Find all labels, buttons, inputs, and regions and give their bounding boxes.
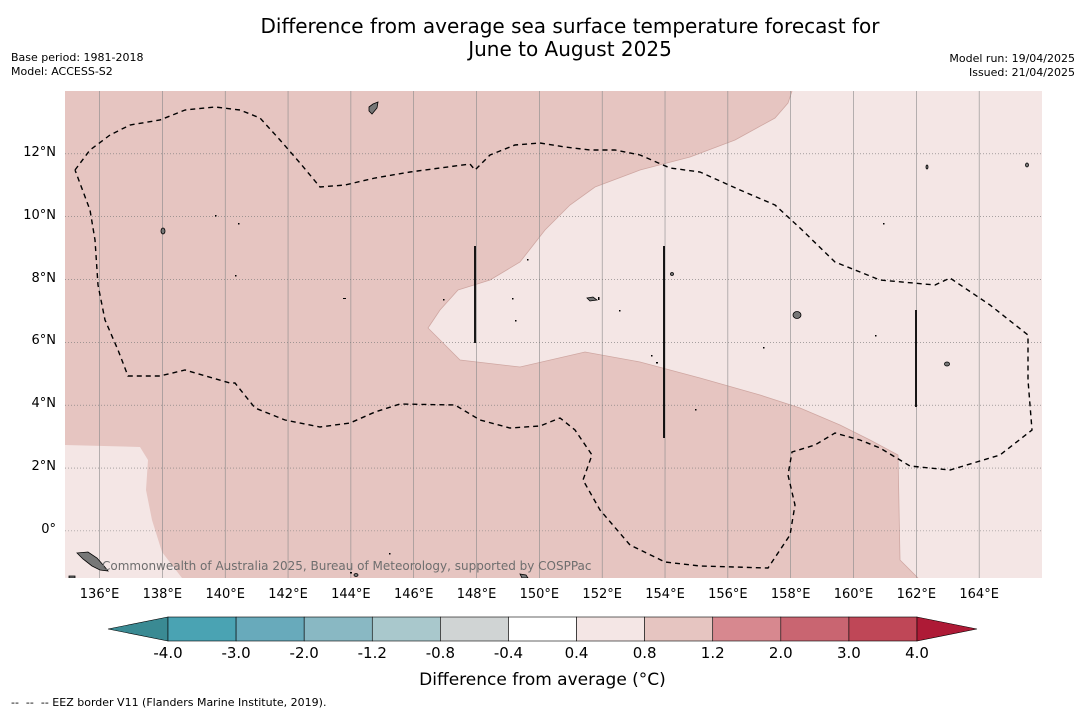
latitude-label: 4°N [31, 396, 57, 412]
base-period: Base period: 1981-2018 [11, 51, 144, 64]
colorbar-title: Difference from average (°C) [419, 670, 666, 690]
colorbar-segment [440, 616, 509, 642]
longitude-label: 146°E [393, 587, 434, 602]
longitude-label: 138°E [142, 587, 183, 602]
colorbar-segment [712, 616, 782, 642]
colorbar-segment [303, 616, 373, 642]
longitude-label: 150°E [519, 587, 560, 602]
longitude-label: 160°E [833, 587, 874, 602]
model-run: Model run: 19/04/2025 [949, 52, 1075, 65]
colorbar-segment [780, 616, 850, 642]
colorbar-tick: -0.4 [493, 644, 524, 662]
longitude-label: 144°E [331, 587, 371, 602]
model-name: Model: ACCESS-S2 [11, 65, 113, 78]
colorbar-segment [235, 616, 305, 642]
colorbar-segment [644, 616, 714, 642]
longitude-label: 140°E [205, 587, 245, 602]
colorbar-tick: 0.4 [564, 644, 589, 662]
colorbar-tick: -3.0 [221, 644, 251, 662]
meridian-markers [474, 246, 917, 438]
colorbar [107, 616, 978, 642]
latitude-label: 6°N [31, 333, 57, 349]
chart-title-line2: June to August 2025 [468, 37, 672, 61]
colorbar-tick: 4.0 [905, 644, 929, 662]
colorbar-tick: -1.2 [357, 644, 387, 662]
colorbar-segment [371, 616, 441, 642]
map-copyright: Commonwealth of Australia 2025, Bureau o… [102, 559, 592, 573]
longitude-label: 136°E [79, 587, 120, 602]
chart-title-line1: Difference from average sea surface temp… [260, 14, 880, 38]
longitude-label: 154°E [645, 587, 685, 602]
colorbar-segment [576, 616, 645, 642]
anomaly-region-0.4-0.8-east [428, 91, 1042, 578]
longitude-label: 162°E [896, 587, 937, 602]
colorbar-tick: -4.0 [153, 644, 183, 662]
issued-date: Issued: 21/04/2025 [968, 66, 1075, 79]
colorbar-segment [508, 616, 577, 642]
latitude-label: 0° [41, 521, 56, 537]
colorbar-tick: 0.8 [632, 644, 657, 662]
tiny-islets [215, 215, 885, 574]
colorbar-tick: -0.8 [425, 644, 455, 662]
map-latitude-lines [65, 153, 1042, 532]
colorbar-segment [167, 616, 237, 642]
colorbar-max-extension [916, 616, 978, 642]
longitude-label: 164°E [959, 587, 999, 602]
latitude-label: 2°N [31, 459, 57, 475]
latitude-label: 12°N [23, 144, 56, 160]
longitude-label: 156°E [708, 587, 748, 602]
colorbar-min-extension [107, 616, 169, 642]
colorbar-tick: 1.2 [700, 644, 725, 662]
map-plot-area: Commonwealth of Australia 2025, Bureau o… [65, 91, 1042, 578]
longitude-label: 152°E [582, 587, 622, 602]
eez-border-palau-fsm [74, 106, 1033, 569]
colorbar-segment [848, 616, 918, 642]
islands [68, 101, 1029, 578]
eez-legend-note: -- -- -- EEZ border V11 (Flanders Marine… [11, 696, 327, 709]
colorbar-tick: -2.0 [289, 644, 319, 662]
latitude-label: 8°N [31, 270, 57, 286]
colorbar-tick: 2.0 [768, 644, 793, 662]
colorbar-tick: 3.0 [836, 644, 861, 662]
latitude-label: 10°N [23, 207, 56, 223]
longitude-label: 142°E [268, 587, 308, 602]
longitude-label: 148°E [456, 587, 497, 602]
longitude-label: 158°E [770, 587, 811, 602]
anomaly-region-0.4-0.8-southwest [65, 445, 182, 578]
